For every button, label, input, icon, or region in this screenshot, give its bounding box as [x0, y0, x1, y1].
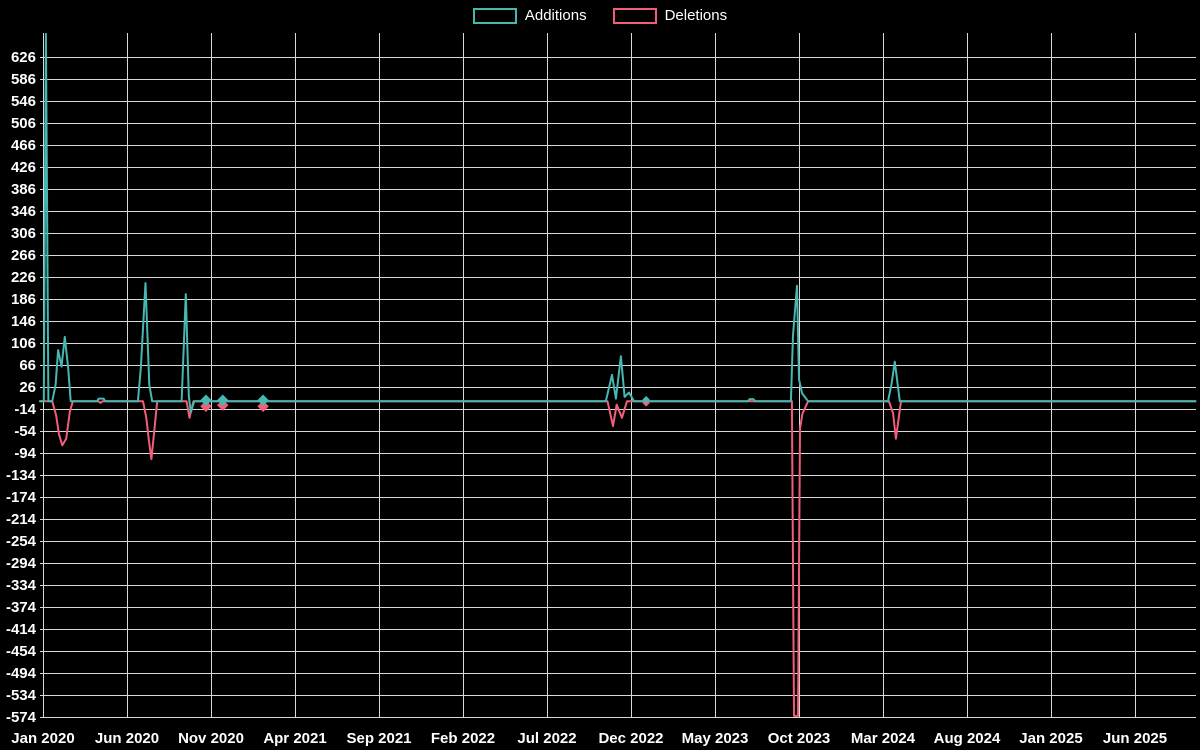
y-tick-label: -574: [6, 709, 37, 726]
y-tick-label: -254: [6, 533, 37, 550]
additions-marker: [257, 394, 269, 406]
x-tick-label: Nov 2020: [178, 730, 244, 747]
x-tick-label: Jun 2025: [1103, 730, 1167, 747]
y-tick-label: 146: [11, 313, 36, 330]
x-tick-label: Jan 2025: [1019, 730, 1082, 747]
deletions-swatch-icon: [612, 7, 657, 24]
chart-legend: Additions Deletions: [0, 7, 1200, 24]
y-tick-label: -134: [6, 467, 37, 484]
x-tick-label: Jan 2020: [11, 730, 74, 747]
x-tick-label: Feb 2022: [431, 730, 495, 747]
y-tick-label: 306: [11, 225, 36, 242]
y-tick-label: -374: [6, 599, 37, 616]
x-tick-label: Jun 2020: [95, 730, 159, 747]
legend-item-deletions[interactable]: Deletions: [612, 7, 728, 24]
y-tick-label: 346: [11, 203, 36, 220]
y-tick-label: 626: [11, 49, 36, 66]
y-tick-label: -414: [6, 621, 37, 638]
y-tick-label: -14: [14, 401, 36, 418]
y-tick-label: -534: [6, 687, 37, 704]
y-tick-label: 386: [11, 181, 36, 198]
x-tick-label: Jul 2022: [517, 730, 576, 747]
y-tick-label: 226: [11, 269, 36, 286]
additions-marker: [217, 394, 229, 406]
grid: [40, 33, 1196, 718]
y-tick-label: -54: [14, 423, 36, 440]
x-tick-label: Apr 2021: [263, 730, 326, 747]
deletions-marker: [200, 400, 212, 412]
additions-marker: [200, 394, 212, 406]
legend-label-additions: Additions: [524, 7, 587, 24]
y-tick-label: -494: [6, 665, 37, 682]
y-tick-label: 186: [11, 291, 36, 308]
y-tick-label: 506: [11, 115, 36, 132]
additions-line: [39, 32, 1197, 414]
y-tick-label: -94: [14, 445, 36, 462]
y-tick-label: -174: [6, 489, 37, 506]
y-tick-label: -454: [6, 643, 37, 660]
x-tick-label: Dec 2022: [598, 730, 663, 747]
y-tick-label: -214: [6, 511, 37, 528]
y-tick-label: 66: [19, 357, 36, 374]
x-tick-label: Sep 2021: [346, 730, 411, 747]
legend-label-deletions: Deletions: [664, 7, 728, 24]
y-tick-label: 426: [11, 159, 36, 176]
y-tick-label: 26: [19, 379, 36, 396]
additions-swatch-icon: [472, 7, 517, 24]
y-tick-label: 546: [11, 93, 36, 110]
y-tick-label: 466: [11, 137, 36, 154]
x-tick-label: May 2023: [682, 730, 749, 747]
y-tick-label: 106: [11, 335, 36, 352]
x-tick-label: Oct 2023: [768, 730, 831, 747]
x-tick-label: Aug 2024: [934, 730, 1001, 747]
x-tick-label: Mar 2024: [851, 730, 916, 747]
y-tick-label: -294: [6, 555, 37, 572]
y-tick-label: -334: [6, 577, 37, 594]
deletions-marker: [257, 400, 269, 412]
legend-item-additions[interactable]: Additions: [472, 7, 587, 24]
deletions-line: [39, 400, 1197, 717]
additions-marker: [642, 395, 650, 404]
y-tick-label: 586: [11, 71, 36, 88]
y-tick-label: 266: [11, 247, 36, 264]
